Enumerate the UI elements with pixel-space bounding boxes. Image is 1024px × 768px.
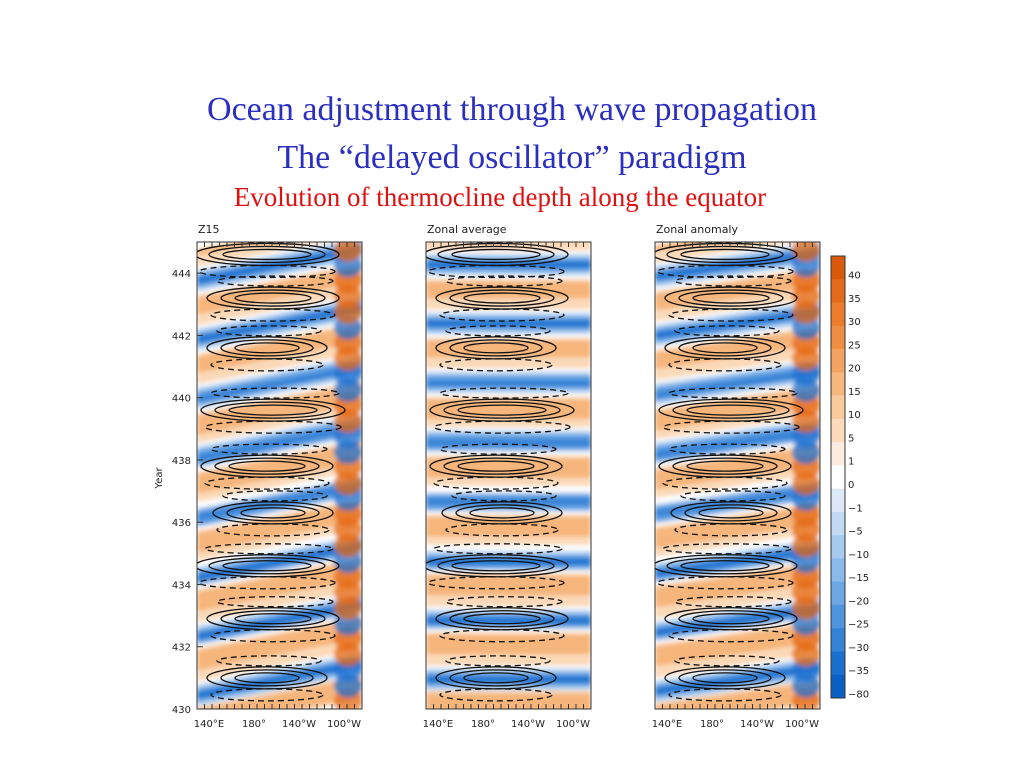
panel-field <box>197 242 362 709</box>
colorbar-label: −5 <box>848 527 863 538</box>
colorbar-swatch <box>831 465 845 489</box>
colorbar-swatch <box>831 535 845 559</box>
x-tick-label: 140°W <box>511 719 545 730</box>
y-tick-label: 430 <box>172 705 191 716</box>
colorbar-label: 30 <box>848 317 861 328</box>
y-tick-label: 444 <box>172 269 191 280</box>
panel-title: Zonal anomaly <box>656 223 738 236</box>
colorbar-swatch <box>831 302 845 327</box>
colorbar-swatch <box>831 604 845 629</box>
y-tick-label: 440 <box>172 394 191 405</box>
y-tick-label: 442 <box>172 331 191 342</box>
colorbar-swatch <box>831 511 845 536</box>
colorbar-swatch <box>831 674 845 699</box>
colorbar-swatch <box>831 651 845 676</box>
x-tick-label: 180° <box>471 719 495 730</box>
y-tick-label: 438 <box>172 456 191 467</box>
colorbar-swatch <box>831 395 845 420</box>
colorbar-swatch <box>831 628 845 652</box>
colorbar-label: −35 <box>848 666 869 677</box>
x-tick-label: 140°E <box>652 719 682 730</box>
panel-field <box>655 242 820 709</box>
x-tick-label: 180° <box>242 719 266 730</box>
panel-2: Zonal average 140°E 180° 140°W 100°W <box>423 223 592 730</box>
panel-title: Z15 <box>198 223 220 236</box>
colorbar-label: 15 <box>848 387 861 398</box>
colorbar-label: 25 <box>848 340 861 351</box>
contours <box>197 242 346 702</box>
colorbar-swatch <box>831 325 845 350</box>
colorbar-swatch <box>831 418 845 443</box>
y-axis-label: Year <box>154 467 165 490</box>
slide-title-line-2: The “delayed oscillator” paradigm <box>277 139 747 176</box>
colorbar-label: −20 <box>848 596 869 607</box>
x-tick-label: 100°W <box>785 719 819 730</box>
colorbar-swatch <box>831 279 845 303</box>
colorbar-label: 1 <box>848 457 854 468</box>
contours <box>426 242 575 702</box>
colorbar-label: −15 <box>848 573 869 584</box>
x-tick-label: 140°E <box>194 719 224 730</box>
colorbar-label: 35 <box>848 294 861 305</box>
colorbar-label: −25 <box>848 620 869 631</box>
colorbar-label: −80 <box>848 689 869 700</box>
panel-title: Zonal average <box>427 223 507 236</box>
colorbar-swatch <box>831 558 845 582</box>
colorbar: 40353025201510510−1−5−10−15−20−25−30−35−… <box>830 255 869 700</box>
colorbar-swatch <box>831 442 845 466</box>
x-tick-label: 140°W <box>282 719 316 730</box>
colorbar-swatch <box>831 349 845 373</box>
x-tick-label: 140°W <box>740 719 774 730</box>
colorbar-label: 0 <box>848 480 854 491</box>
panel-field <box>426 242 591 709</box>
colorbar-swatch <box>831 256 845 280</box>
colorbar-label: −1 <box>848 503 863 514</box>
colorbar-label: −10 <box>848 550 869 561</box>
colorbar-label: 40 <box>848 271 861 282</box>
panel-1: Z15 140°E 180° 140°W 100°W 430 432 434 436 438 440… <box>172 223 363 730</box>
colorbar-label: 10 <box>848 410 861 421</box>
slide-title-line-1: Ocean adjustment through wave propagatio… <box>207 91 817 128</box>
x-tick-label: 100°W <box>327 719 361 730</box>
x-tick-label: 100°W <box>556 719 590 730</box>
colorbar-label: 20 <box>848 364 861 375</box>
y-tick-label: 432 <box>172 643 191 654</box>
colorbar-swatch <box>831 581 845 606</box>
colorbar-swatch <box>831 372 845 396</box>
slide-subtitle: Evolution of thermocline depth along the… <box>233 182 767 212</box>
panel-3: Zonal anomaly 140°E 180° 140°W 100°W <box>652 223 821 730</box>
colorbar-label: 5 <box>848 433 854 444</box>
y-tick-label: 436 <box>172 518 191 529</box>
x-tick-label: 140°E <box>423 719 453 730</box>
contours <box>655 242 804 702</box>
colorbar-label: −30 <box>848 643 869 654</box>
x-tick-label: 180° <box>700 719 724 730</box>
colorbar-swatch <box>831 488 845 513</box>
y-tick-label: 434 <box>172 580 191 591</box>
